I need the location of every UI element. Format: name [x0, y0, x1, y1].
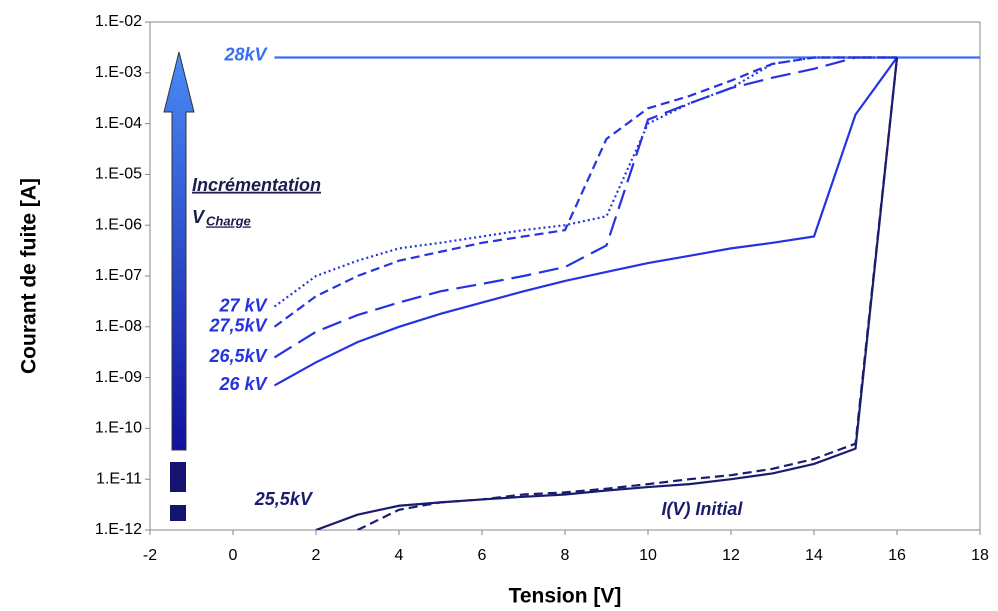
y-tick-label: 1.E-02 — [95, 13, 142, 30]
x-tick-label: 10 — [639, 547, 657, 564]
y-tick-label: 1.E-05 — [95, 166, 142, 183]
series-line — [273, 56, 898, 387]
series-label: 27,5kV — [208, 316, 268, 336]
x-tick-label: 14 — [805, 547, 823, 564]
y-tick-label: 1.E-03 — [95, 64, 142, 81]
annotation: Incrémentation — [192, 175, 321, 195]
y-tick-label: 1.E-04 — [95, 115, 142, 132]
y-tick-label: 1.E-11 — [96, 470, 142, 487]
y-axis-label: Courant de fuite [A] — [18, 178, 41, 374]
x-tick-label: 8 — [561, 547, 570, 564]
annotation: Charge — [206, 213, 251, 228]
series-line — [273, 56, 897, 328]
y-tick-label: 1.E-07 — [95, 267, 142, 284]
x-tick-label: 12 — [722, 547, 740, 564]
increment-arrow — [163, 51, 195, 521]
x-tick-label: 18 — [971, 547, 989, 564]
series-line — [273, 56, 897, 359]
y-tick-label: 1.E-10 — [95, 420, 142, 437]
series-label: 26,5kV — [208, 346, 268, 366]
series-label: 27 kV — [218, 295, 268, 315]
x-axis-label: Tension [V] — [509, 585, 622, 608]
series-label: 26 kV — [218, 374, 268, 394]
x-tick-label: 6 — [478, 547, 487, 564]
series-label: 25,5kV — [254, 489, 314, 509]
y-tick-label: 1.E-09 — [95, 369, 142, 386]
x-tick-label: 0 — [229, 547, 238, 564]
plot-area — [149, 21, 981, 531]
x-tick-label: 16 — [888, 547, 906, 564]
x-tick-label: 4 — [395, 547, 404, 564]
series-label: 28kV — [223, 44, 268, 64]
series-label: I(V) Initial — [661, 499, 743, 519]
y-tick-label: 1.E-12 — [95, 521, 142, 538]
series-line — [273, 56, 897, 308]
series-group — [273, 56, 980, 530]
x-tick-label: -2 — [143, 547, 157, 564]
annotation: V — [192, 207, 206, 227]
series-line — [315, 57, 899, 530]
y-tick-label: 1.E-06 — [95, 216, 142, 233]
y-tick-label: 1.E-08 — [95, 318, 142, 335]
x-tick-label: 2 — [312, 547, 321, 564]
